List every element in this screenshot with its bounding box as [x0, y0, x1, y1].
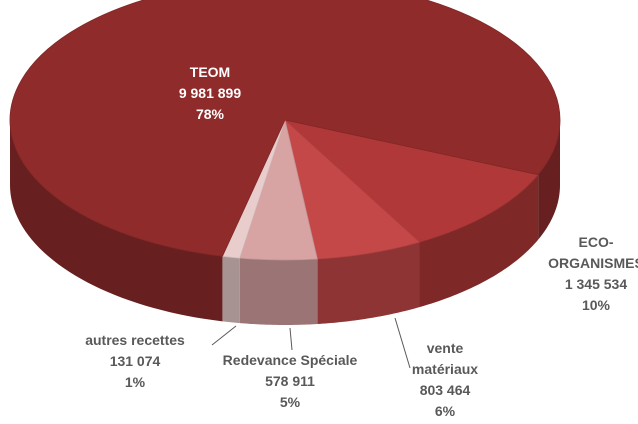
- percent-label: 5%: [279, 394, 301, 410]
- category-label: vente matériaux: [411, 340, 479, 377]
- category-label: autres recettes: [85, 332, 185, 348]
- leader-line: [211, 325, 237, 346]
- category-label: Redevance Spéciale: [222, 352, 358, 368]
- slice-side: [222, 256, 240, 324]
- value-label: 131 074: [109, 353, 161, 369]
- percent-label: 6%: [434, 403, 456, 419]
- slice-side: [538, 120, 560, 240]
- percent-label: 1%: [124, 374, 146, 390]
- data-label: TEOM 9 981 899 78%: [155, 62, 265, 125]
- value-label: 578 911: [265, 373, 315, 389]
- pie-slice: [283, 119, 539, 243]
- category-label: TEOM: [189, 64, 231, 80]
- slice-side: [419, 174, 539, 308]
- data-label: vente matériaux 803 464 6%: [405, 338, 485, 422]
- percent-label: 78%: [195, 106, 225, 122]
- value-label: 9 981 899: [178, 85, 242, 101]
- percent-label: 10%: [581, 297, 611, 313]
- slice-side: [239, 258, 318, 325]
- data-label: Redevance Spéciale 578 911 5%: [210, 350, 370, 413]
- slice-side: [317, 242, 420, 325]
- category-label: ECO-ORGANISMES: [548, 234, 638, 271]
- data-label: autres recettes 131 074 1%: [60, 330, 210, 393]
- slice-side: [10, 120, 223, 322]
- leader-line: [289, 327, 293, 351]
- pie-slice: [9, 0, 561, 257]
- leader-line: [394, 317, 411, 369]
- value-label: 803 464: [419, 382, 471, 398]
- data-label: ECO-ORGANISMES 1 345 534 10%: [548, 232, 638, 316]
- value-label: 1 345 534: [564, 276, 628, 292]
